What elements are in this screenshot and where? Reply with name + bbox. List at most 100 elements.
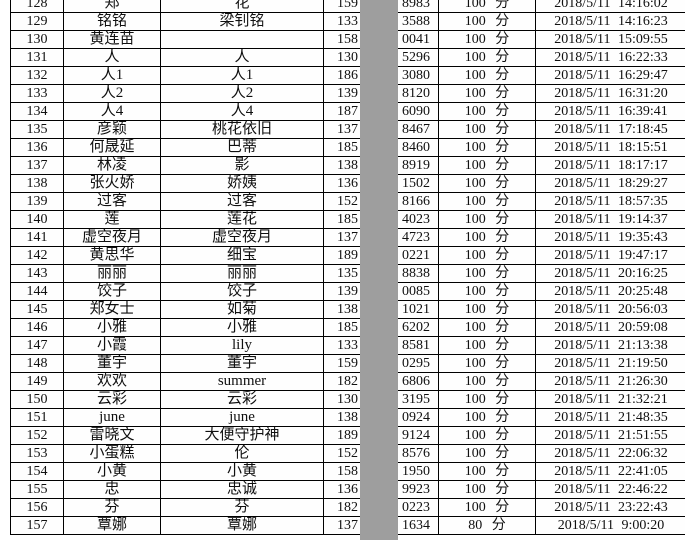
cell-timestamp[interactable]: 2018/5/11 21:32:21 [554,392,668,407]
cell-nickname[interactable]: 林凌 [64,157,161,174]
cell-row-number[interactable]: 147 [11,337,64,354]
cell-timestamp[interactable]: 2018/5/11 16:22:33 [554,50,668,65]
cell-row-number[interactable]: 136 [11,139,64,156]
cell-timestamp[interactable]: 2018/5/11 20:59:08 [554,320,668,335]
cell-nickname[interactable]: 覃娜 [64,517,161,534]
cell-nickname[interactable]: 云彩 [64,391,161,408]
cell-nickname[interactable]: 黄连苗 [64,31,161,48]
cell-nickname[interactable]: 过客 [64,193,161,210]
cell-nickname[interactable]: 雷晓文 [64,427,161,444]
cell-nickname[interactable]: 何晟延 [64,139,161,156]
cell-name[interactable]: 饺子 [161,283,324,300]
cell-timestamp[interactable]: 2018/5/11 21:19:50 [554,356,668,371]
cell-name[interactable]: 如菊 [161,301,324,318]
cell-score[interactable]: 100 分 [439,499,536,516]
cell-row-number[interactable]: 143 [11,265,64,282]
cell-phone[interactable]: 138 1021 [324,301,439,318]
cell-name[interactable]: 忠诚 [161,481,324,498]
cell-nickname[interactable]: 小黄 [64,463,161,480]
cell-name[interactable]: june [161,409,324,426]
cell-name[interactable]: 芬 [161,499,324,516]
cell-name[interactable]: 人2 [161,85,324,102]
cell-name[interactable]: 人 [161,49,324,66]
cell-phone[interactable]: 152 8166 [324,193,439,210]
cell-timestamp[interactable]: 2018/5/11 18:29:27 [554,176,668,191]
cell-score[interactable]: 100 分 [439,337,536,354]
cell-nickname[interactable]: 黄思华 [64,247,161,264]
cell-timestamp[interactable]: 2018/5/11 22:46:22 [554,482,668,497]
cell-nickname[interactable]: 莲 [64,211,161,228]
cell-timestamp[interactable]: 2018/5/11 21:26:30 [554,374,668,389]
cell-timestamp[interactable]: 2018/5/11 23:22:43 [554,500,668,515]
cell-phone[interactable]: 182 6806 [324,373,439,390]
cell-phone[interactable]: 187 6090 [324,103,439,120]
cell-score[interactable]: 100 分 [439,139,536,156]
cell-timestamp[interactable]: 2018/5/11 16:31:20 [554,86,668,101]
cell-timestamp[interactable]: 2018/5/11 16:39:41 [554,104,668,119]
cell-score[interactable]: 100 分 [439,175,536,192]
cell-timestamp[interactable]: 2018/5/11 21:48:35 [554,410,668,425]
cell-row-number[interactable]: 138 [11,175,64,192]
cell-phone[interactable]: 158 0041 [324,31,439,48]
cell-name[interactable]: 董宇 [161,355,324,372]
cell-timestamp[interactable]: 2018/5/11 15:09:55 [554,32,668,47]
cell-timestamp[interactable]: 2018/5/11 18:15:51 [554,140,668,155]
cell-score[interactable]: 100 分 [439,481,536,498]
cell-phone[interactable]: 130 3195 [324,391,439,408]
cell-phone[interactable]: 158 1950 [324,463,439,480]
cell-timestamp[interactable]: 2018/5/11 21:51:55 [554,428,668,443]
cell-timestamp[interactable]: 2018/5/11 9:00:20 [557,518,665,533]
cell-score[interactable]: 100 分 [439,157,536,174]
cell-name[interactable]: 桃花依旧 [161,121,324,138]
cell-name[interactable]: 人1 [161,67,324,84]
cell-nickname[interactable]: 彦颖 [64,121,161,138]
cell-timestamp[interactable]: 2018/5/11 22:41:05 [554,464,668,479]
cell-nickname[interactable]: 虚空夜月 [64,229,161,246]
cell-timestamp[interactable]: 2018/5/11 21:13:38 [554,338,668,353]
cell-name[interactable]: 小雅 [161,319,324,336]
cell-row-number[interactable]: 133 [11,85,64,102]
cell-row-number[interactable]: 141 [11,229,64,246]
cell-row-number[interactable]: 129 [11,13,64,30]
cell-row-number[interactable]: 131 [11,49,64,66]
cell-timestamp[interactable]: 2018/5/11 19:47:17 [554,248,668,263]
cell-row-number[interactable]: 155 [11,481,64,498]
cell-row-number[interactable]: 154 [11,463,64,480]
cell-name[interactable]: 大便守护神 [161,427,324,444]
cell-name[interactable]: lily [161,337,324,354]
cell-score[interactable]: 100 分 [439,13,536,30]
cell-row-number[interactable]: 134 [11,103,64,120]
cell-score[interactable]: 100 分 [439,49,536,66]
cell-nickname[interactable]: 铭铭 [64,13,161,30]
cell-timestamp[interactable]: 2018/5/11 20:25:48 [554,284,668,299]
cell-name[interactable]: 人4 [161,103,324,120]
cell-score[interactable]: 100 分 [439,85,536,102]
cell-nickname[interactable]: 丽丽 [64,265,161,282]
cell-score[interactable]: 100 分 [439,265,536,282]
cell-nickname[interactable]: 芬 [64,499,161,516]
cell-score[interactable]: 100 分 [439,355,536,372]
cell-nickname[interactable]: june [64,409,161,426]
cell-row-number[interactable]: 156 [11,499,64,516]
cell-row-number[interactable]: 130 [11,31,64,48]
cell-phone[interactable]: 159 0295 [324,355,439,372]
cell-timestamp[interactable]: 2018/5/11 17:18:45 [554,122,668,137]
cell-timestamp[interactable]: 2018/5/11 18:17:17 [554,158,668,173]
cell-name[interactable]: 丽丽 [161,265,324,282]
cell-nickname[interactable]: 人4 [64,103,161,120]
cell-nickname[interactable]: 忠 [64,481,161,498]
cell-score[interactable]: 80 分 [439,517,536,534]
cell-nickname[interactable]: 饺子 [64,283,161,300]
cell-phone[interactable]: 133 8581 [324,337,439,354]
cell-score[interactable]: 100 分 [439,229,536,246]
cell-timestamp[interactable]: 2018/5/11 20:56:03 [554,302,668,317]
cell-phone[interactable]: 137 1634 [324,517,439,534]
cell-nickname[interactable]: 小雅 [64,319,161,336]
cell-row-number[interactable]: 157 [11,517,64,534]
cell-timestamp[interactable]: 2018/5/11 14:16:02 [554,0,668,11]
cell-phone[interactable]: 139 0085 [324,283,439,300]
cell-row-number[interactable]: 146 [11,319,64,336]
cell-row-number[interactable]: 135 [11,121,64,138]
cell-name[interactable]: 覃娜 [161,517,324,534]
cell-phone[interactable]: 189 0221 [324,247,439,264]
